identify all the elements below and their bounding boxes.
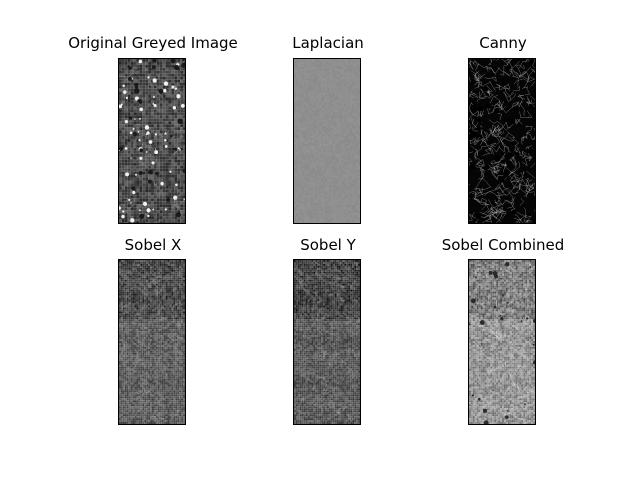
sobel-y-image	[294, 260, 360, 424]
panel-sobel-combined	[468, 259, 536, 425]
panel-original-greyed-image	[118, 58, 186, 224]
title-original: Original Greyed Image	[68, 34, 238, 52]
canny-image	[469, 59, 535, 223]
panel-sobel-x	[118, 259, 186, 425]
title-sobel-y: Sobel Y	[300, 236, 356, 254]
title-sobel-x: Sobel X	[124, 236, 182, 254]
panel-laplacian	[293, 58, 361, 224]
panel-canny	[468, 58, 536, 224]
original-greyed-image	[119, 59, 185, 223]
title-canny: Canny	[479, 34, 527, 52]
sobel-combined-image	[469, 260, 535, 424]
panel-sobel-y	[293, 259, 361, 425]
title-laplacian: Laplacian	[292, 34, 364, 52]
laplacian-image	[294, 59, 360, 223]
sobel-x-image	[119, 260, 185, 424]
title-sobel-combined: Sobel Combined	[441, 236, 565, 254]
